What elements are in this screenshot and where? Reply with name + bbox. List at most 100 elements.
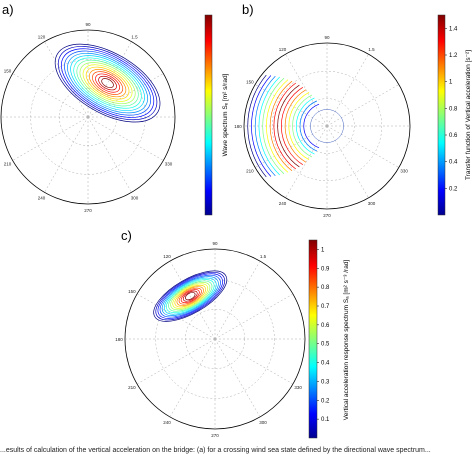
contour-line: [155, 271, 226, 321]
contour-line: [76, 59, 139, 107]
polar-grid-spoke: [214, 338, 261, 418]
polar-grid-spoke: [326, 125, 399, 168]
polar-outer-circle: [0, 29, 176, 205]
colorbar-tick-label: 0.3: [321, 379, 330, 385]
polar-grid-spoke: [214, 293, 294, 340]
contour-line: [299, 100, 318, 152]
polar-grid-spoke: [326, 125, 369, 198]
polar-angle-label: 180: [115, 337, 123, 342]
polar-plot-b: 90 120 150 180 210 240 270 300 330 1.5: [234, 35, 411, 218]
colorbar-tick-label: 0.5: [321, 342, 330, 348]
polar-angle-label: 120: [38, 34, 46, 39]
contour-line: [163, 277, 217, 315]
contour-line: [73, 57, 142, 109]
polar-angle-label: 270: [323, 213, 331, 218]
polar-angle-label: 330: [165, 162, 173, 167]
colorbar-tick-label: 1.2: [449, 53, 458, 59]
colorbar-tick-label: 0.7: [321, 304, 330, 310]
contour-line: [168, 280, 213, 312]
colorbar-tick-label: 0.2: [321, 398, 330, 404]
polar-angle-label: 210: [246, 169, 254, 174]
contour-line: [174, 284, 207, 308]
polar-grid-spoke: [255, 125, 328, 168]
polar-angle-label: 270: [84, 208, 92, 213]
contour-line: [67, 52, 148, 114]
polar-grid-spoke: [326, 84, 399, 127]
colorbar-c-label: Vertical acceleration response spectrum …: [343, 260, 350, 421]
colorbar-tick-label: 0.8: [321, 285, 330, 291]
polar-grid-spoke: [87, 116, 164, 161]
polar-grid-ring: [155, 279, 275, 399]
contour-line: [95, 73, 121, 93]
contour-line: [310, 109, 344, 143]
colorbar-tick-label: 0.6: [321, 323, 330, 329]
panel-c-label: c): [121, 228, 132, 243]
contour-line: [288, 91, 310, 161]
polar-grid-spoke: [136, 338, 216, 385]
polar-angle-label: 90: [324, 35, 330, 40]
panel-a-label: a): [2, 2, 14, 17]
polar-angle-label: 90: [212, 241, 218, 246]
colorbar-tick-label: 0.9: [321, 266, 330, 272]
figure-caption: ...esults of calculation of the vertical…: [0, 447, 431, 454]
contour-line: [61, 48, 155, 118]
polar-grid-spoke: [87, 116, 132, 193]
contour-line: [266, 79, 289, 173]
polar-angle-label: 240: [163, 420, 171, 425]
contour-line: [292, 94, 313, 158]
contour-line: [98, 75, 117, 91]
polar-grid-spoke: [214, 260, 261, 340]
polar-angle-label: 330: [400, 169, 408, 174]
polar-grid-ring: [299, 98, 355, 154]
polar-grid-spoke: [255, 84, 328, 127]
polar-plot-c: 90 120 150 180 210 240 270 300 330 1.5: [115, 241, 306, 438]
polar-grid-spoke: [214, 338, 294, 385]
polar-grid-spoke: [12, 116, 89, 161]
contour-line: [82, 64, 133, 102]
polar-angle-label: 1.5: [131, 34, 138, 39]
polar-grid-ring: [272, 71, 382, 181]
polar-angle-label: 300: [259, 420, 267, 425]
contour-line: [157, 273, 223, 319]
contour-line: [269, 80, 293, 172]
contour-line: [70, 55, 145, 111]
polar-angle-label: 90: [85, 22, 91, 27]
contour-line: [277, 84, 300, 168]
contour-line: [170, 282, 211, 311]
polar-angle-label: 120: [279, 47, 287, 52]
colorbar-tick-label: 0.4: [321, 361, 330, 367]
polar-angle-label: 1.5: [260, 254, 267, 259]
contour-line: [88, 69, 127, 98]
polar-grid-spoke: [326, 54, 369, 127]
polar-angle-label: 1.5: [368, 47, 375, 52]
polar-angle-label: 150: [128, 289, 136, 294]
colorbar-tick-label: 1.4: [449, 26, 458, 32]
contour-line: [281, 86, 303, 166]
colorbar-tick-label: 1: [449, 80, 453, 86]
colorbar-tick-label: 0.4: [449, 160, 458, 166]
contour-line: [161, 276, 219, 316]
contour-line: [85, 66, 130, 100]
polar-angle-label: 120: [163, 254, 171, 259]
polar-grid-spoke: [44, 41, 89, 118]
polar-angle-label: 270: [211, 433, 219, 438]
colorbar-tick-label: 0.8: [449, 106, 458, 112]
contour-line: [284, 89, 307, 163]
contour-line: [254, 75, 276, 177]
contour-line: [185, 292, 196, 301]
contour-line: [247, 74, 267, 178]
polar-grid-spoke: [12, 73, 89, 118]
contour-line: [180, 289, 200, 304]
contour-line: [258, 76, 280, 176]
polar-grid-spoke: [169, 338, 216, 418]
colorbar-b-label: Transfer function of Vertical accelerati…: [465, 50, 472, 180]
contour-line: [176, 286, 204, 306]
colorbar-a: Wave spectrum Sₑ [m² s/rad]: [204, 14, 229, 216]
polar-grid-spoke: [44, 116, 89, 193]
colorbar-tick-label: 0.1: [321, 417, 330, 423]
polar-outer-circle: [243, 42, 411, 210]
contour-line: [262, 77, 285, 175]
colorbar-tick-label: 1: [321, 247, 325, 253]
contour-line: [153, 270, 228, 322]
